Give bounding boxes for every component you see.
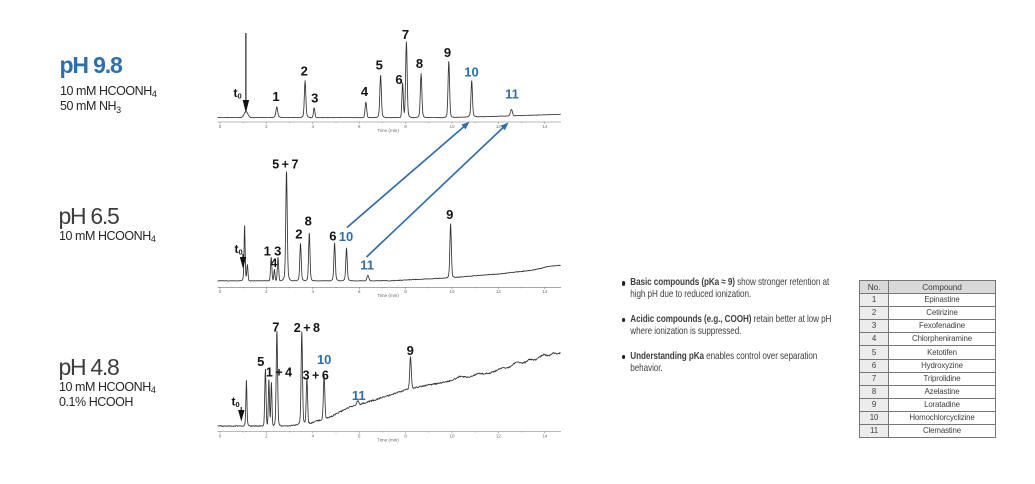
- svg-text:0: 0: [219, 124, 222, 129]
- svg-text:10: 10: [464, 65, 478, 80]
- svg-text:12: 12: [496, 289, 501, 294]
- svg-text:4: 4: [312, 124, 315, 129]
- svg-text:10: 10: [339, 229, 353, 244]
- svg-text:Time (min): Time (min): [377, 128, 399, 133]
- svg-text:12: 12: [496, 124, 501, 129]
- svg-text:1: 1: [272, 89, 279, 104]
- svg-text:14: 14: [542, 433, 547, 438]
- svg-text:2: 2: [265, 289, 268, 294]
- svg-text:1: 1: [264, 243, 271, 258]
- svg-text:8: 8: [404, 124, 407, 129]
- svg-text:14: 14: [542, 124, 547, 129]
- svg-text:6: 6: [358, 124, 361, 129]
- svg-text:11: 11: [505, 87, 519, 102]
- svg-text:5 + 7: 5 + 7: [272, 158, 298, 172]
- svg-text:0: 0: [219, 433, 222, 438]
- svg-text:2: 2: [295, 227, 302, 242]
- svg-text:3: 3: [311, 91, 318, 106]
- svg-text:6: 6: [329, 228, 336, 243]
- svg-text:Time (min): Time (min): [377, 437, 399, 442]
- svg-text:14: 14: [542, 289, 547, 294]
- svg-text:2: 2: [265, 433, 268, 438]
- svg-text:3: 3: [274, 243, 281, 258]
- svg-text:2: 2: [265, 124, 268, 129]
- svg-text:0: 0: [219, 289, 222, 294]
- svg-text:8: 8: [305, 214, 312, 229]
- svg-text:7: 7: [272, 320, 279, 335]
- svg-text:2: 2: [301, 64, 308, 79]
- svg-text:10: 10: [450, 433, 455, 438]
- svg-text:8: 8: [404, 433, 407, 438]
- svg-text:10: 10: [450, 289, 455, 294]
- svg-text:11: 11: [360, 257, 374, 272]
- svg-text:Time (min): Time (min): [377, 293, 399, 298]
- svg-text:11: 11: [352, 388, 366, 403]
- svg-text:10: 10: [450, 124, 455, 129]
- svg-text:12: 12: [496, 433, 501, 438]
- svg-text:9: 9: [407, 343, 414, 358]
- svg-text:10: 10: [317, 352, 331, 367]
- svg-text:2 + 8: 2 + 8: [294, 321, 320, 335]
- svg-text:t0: t0: [235, 242, 243, 257]
- svg-text:1 + 4: 1 + 4: [266, 365, 292, 379]
- svg-text:6: 6: [395, 72, 402, 87]
- svg-text:5: 5: [376, 58, 383, 73]
- svg-text:4: 4: [312, 433, 315, 438]
- svg-text:4: 4: [271, 258, 278, 270]
- svg-text:9: 9: [446, 207, 453, 222]
- svg-text:3 + 6: 3 + 6: [303, 369, 329, 383]
- svg-text:8: 8: [416, 56, 423, 71]
- svg-text:t0: t0: [232, 395, 240, 410]
- svg-text:7: 7: [402, 27, 409, 42]
- svg-text:6: 6: [358, 289, 361, 294]
- svg-text:t0: t0: [234, 86, 242, 101]
- svg-text:5: 5: [257, 354, 264, 369]
- svg-text:9: 9: [444, 45, 451, 60]
- svg-text:6: 6: [358, 433, 361, 438]
- svg-text:4: 4: [361, 84, 369, 99]
- svg-text:4: 4: [312, 289, 315, 294]
- svg-text:8: 8: [404, 289, 407, 294]
